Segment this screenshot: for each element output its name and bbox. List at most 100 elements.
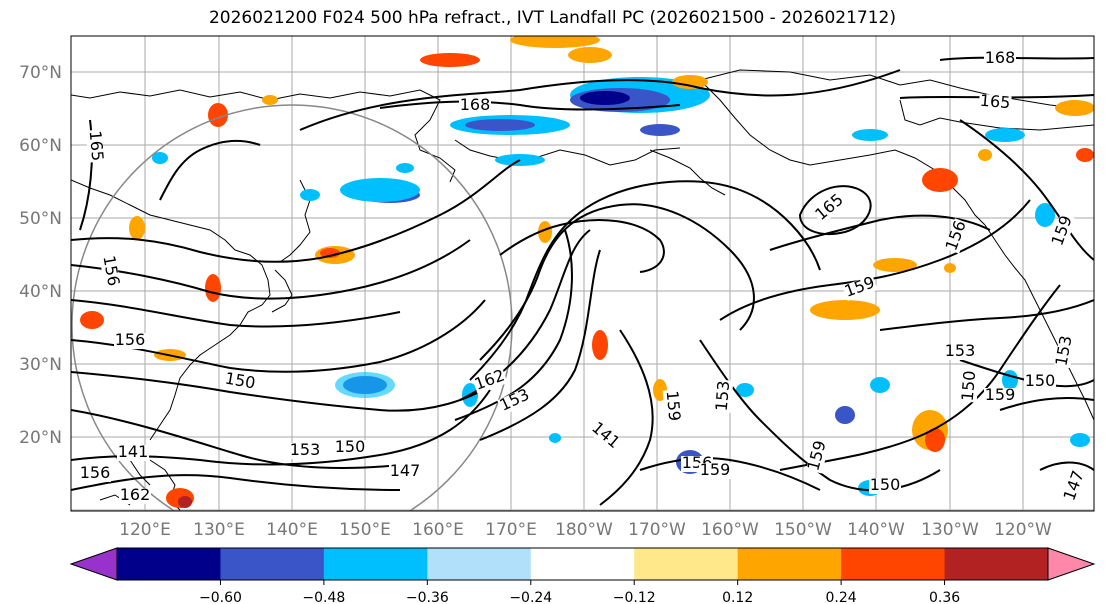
contour-label-bg [714, 379, 734, 413]
colorbar-tick-label: −0.48 [302, 590, 345, 604]
contour-label-bg [944, 218, 970, 254]
contour-label-bg [978, 93, 1012, 113]
lat-tick-label: 60°N [19, 136, 62, 156]
contour-label: 156 [115, 330, 146, 349]
contour-label: 147 [1059, 468, 1087, 503]
contour-label: 150 [224, 369, 257, 393]
lon-tick-label: 140°W [847, 520, 905, 540]
lat-tick-label: 50°N [19, 209, 62, 229]
contour-label-bg [869, 478, 901, 494]
contour-label-bg [119, 488, 151, 504]
colorbar-segment [634, 548, 739, 580]
colorbar-tick-label: 0.36 [929, 590, 960, 604]
contour-label: 159 [842, 272, 877, 300]
lon-tick-label: 120°W [994, 520, 1052, 540]
contour-label: 159 [700, 460, 731, 479]
contour-label: 156 [80, 463, 111, 482]
contour-label-bg [812, 191, 848, 225]
contour-label: 153 [290, 440, 321, 459]
colorbar-tick-label: 0.24 [826, 590, 857, 604]
contour-label: 153 [945, 341, 976, 360]
contour-label: 141 [588, 418, 624, 452]
colorbar-segment [220, 548, 325, 580]
lat-tick-label: 20°N [19, 428, 62, 448]
contour-label: 159 [803, 438, 829, 472]
contour-label-bg [944, 344, 976, 360]
ivt-shading [80, 36, 1094, 508]
lon-tick-label: 160°E [412, 520, 464, 540]
colorbar-segment [841, 548, 946, 580]
contour-label: 150 [1025, 371, 1056, 390]
contour-label-bg [222, 371, 258, 393]
contour-label-bg [960, 369, 980, 403]
lon-tick-label: 160°W [701, 520, 759, 540]
lat-tick-label: 30°N [19, 355, 62, 375]
contour-label-bg [117, 445, 149, 461]
map-title: 2026021200 F024 500 hPa refract., IVT La… [208, 8, 896, 28]
lon-tick-label: 130°E [193, 520, 245, 540]
contour-label-bg [289, 443, 321, 459]
contour-label: 156 [941, 218, 969, 253]
contour-label-bg [1024, 374, 1056, 390]
contour-label-bg [79, 466, 111, 482]
lon-tick-label: 170°E [485, 520, 537, 540]
lon-tick-label: 130°W [921, 520, 979, 540]
map-frame [70, 35, 1095, 512]
lon-tick-label: 150°E [339, 520, 391, 540]
contour-label-bg [806, 438, 830, 474]
contour-label: 165 [86, 130, 108, 162]
colorbar-segment [323, 548, 428, 580]
lon-tick-label: 170°W [628, 520, 686, 540]
contour-label-bg [984, 51, 1016, 67]
lon-tick-label: 140°E [266, 520, 318, 540]
contour-label: 159 [985, 385, 1016, 404]
colorbar-tick-label: 0.12 [722, 590, 753, 604]
contour-label: 150 [958, 370, 980, 402]
contour-label-bg [85, 129, 105, 163]
contour-label-bg [459, 98, 491, 114]
colorbar-tick-label: −0.24 [509, 590, 552, 604]
contour-label: 168 [460, 95, 491, 114]
colorbar-segment [117, 548, 221, 580]
contour-label-bg [1050, 213, 1076, 249]
contour-label: 165 [979, 91, 1011, 113]
contour-label-bg [984, 388, 1016, 404]
contour-label-bg [389, 464, 421, 480]
colorbar-tick-label: −0.36 [406, 590, 449, 604]
contour-label: 153 [1052, 334, 1076, 367]
lon-tick-label: 180°W [555, 520, 613, 540]
reference-circle [71, 104, 513, 511]
contour-label-bg [497, 386, 533, 416]
contour-label-bg [334, 440, 366, 456]
lat-tick-label: 40°N [19, 282, 62, 302]
colorbar-tick-label: −0.12 [613, 590, 656, 604]
lon-tick-label: 120°E [119, 520, 171, 540]
latitude-labels: 70°N 60°N 50°N 40°N 30°N 20°N [19, 63, 62, 448]
coastlines [71, 69, 1094, 511]
contour-label-bg [699, 463, 731, 479]
colorbar-extend-low [69, 547, 118, 581]
contour-label: 147 [390, 461, 421, 480]
colorbar-extend-high [1047, 547, 1096, 581]
colorbar-tick-label: −0.60 [199, 590, 242, 604]
contour-label-bg [842, 275, 878, 301]
contour-label: 153 [712, 380, 734, 412]
contour-label-bg [587, 419, 623, 453]
colorbar-segment [530, 548, 635, 580]
contour-label-bg [472, 368, 508, 394]
contour-label-bg [1054, 333, 1076, 369]
contour-label-bg [114, 333, 146, 349]
contour-label-bg [99, 253, 121, 289]
contour-label: 168 [985, 48, 1016, 67]
contour-label: 159 [663, 390, 685, 422]
contour-label: 150 [870, 475, 901, 494]
contour-label: 162 [120, 485, 151, 504]
colorbar: −0.60 −0.48 −0.36 −0.24 −0.12 0.12 0.24 0.36 [69, 547, 1096, 604]
lat-tick-label: 70°N [19, 63, 62, 83]
contour-label: 141 [118, 442, 149, 461]
contour-label-bg [662, 389, 682, 423]
colorbar-segment [737, 548, 842, 580]
contour-label: 150 [335, 437, 366, 456]
